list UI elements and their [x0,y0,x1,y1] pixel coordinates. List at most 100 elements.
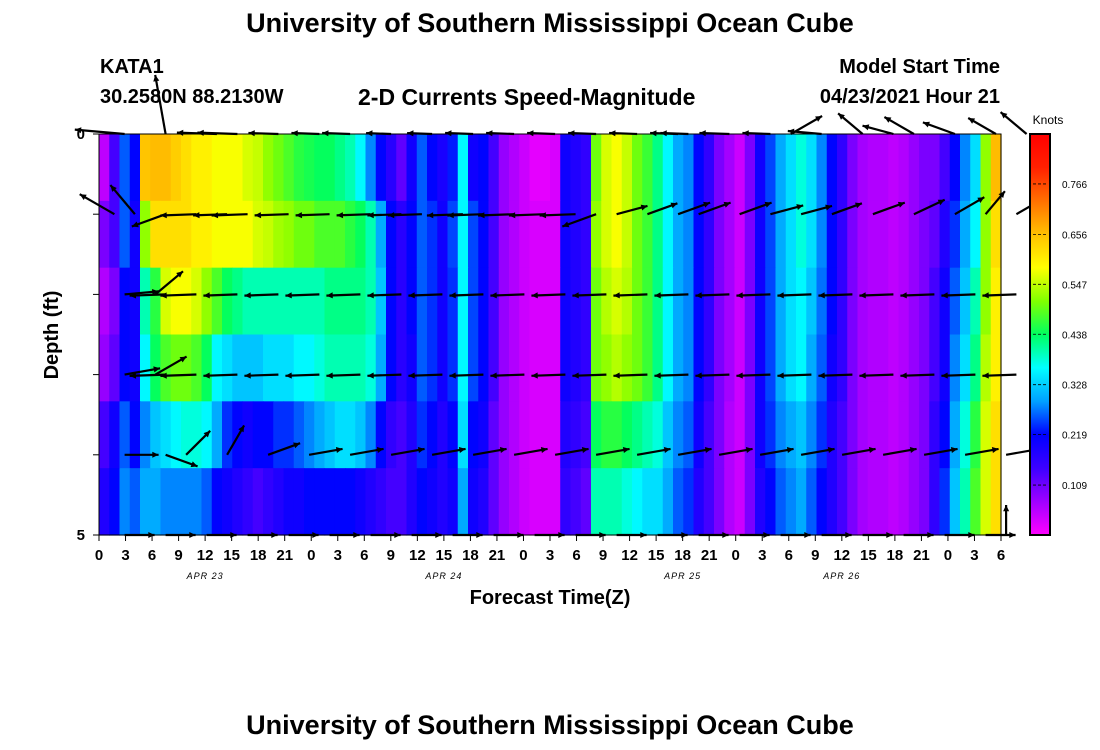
heat-cell [703,334,715,402]
heat-cell [437,200,449,269]
heat-cell [632,267,643,336]
heat-cell [611,200,623,269]
current-vector [349,447,384,456]
heat-cell [99,267,110,336]
heat-cell [375,334,387,402]
heat-cell [427,334,438,402]
heat-cell [416,401,428,469]
x-tick-label: 12 [409,547,426,564]
current-vector [922,121,956,136]
heat-cell [109,468,121,536]
heat-cell [919,200,930,269]
model-start-value: 04/23/2021 Hour 21 [819,86,1000,108]
heat-cell [283,200,295,269]
heat-cell [334,401,346,469]
heat-cell [847,468,859,536]
heat-cell [724,200,736,269]
current-vector [490,292,525,299]
current-vector [131,213,166,228]
heat-cell [293,401,305,469]
heat-cell [314,468,326,536]
heat-cell [529,401,541,469]
current-vector [160,212,197,219]
heat-cell [293,267,305,336]
heat-cell [601,267,613,336]
current-vector [408,372,443,379]
current-vector [531,372,566,379]
heat-cell [611,468,623,536]
heat-cell [765,334,777,402]
x-tick-label: 9 [599,547,607,564]
heat-cell [396,200,408,269]
heat-cell [539,134,551,202]
heat-cell [447,134,459,202]
heat-cell [662,401,674,469]
y-axis: 05 [77,126,99,544]
heat-cell [416,468,428,536]
heat-cell [211,334,223,402]
heat-cell [488,200,500,269]
heat-cell [837,134,848,202]
heat-cell [662,200,674,269]
current-vector [211,212,248,219]
heat-cell [304,468,315,536]
heat-cell [980,334,992,402]
heat-cell [468,200,479,269]
heat-cell [888,200,900,269]
heat-cell [714,267,725,336]
heat-cell [304,401,315,469]
x-tick-label: 0 [307,547,315,564]
x-tick-label: 0 [732,547,740,564]
heat-cell [816,401,828,469]
heat-cell [140,334,151,402]
heat-cell [99,134,110,202]
heat-cell [662,468,674,536]
heat-cell [990,200,1002,269]
heat-cell [201,334,213,402]
heat-cell [929,200,941,269]
heat-cell [324,267,336,336]
heat-cell [898,267,910,336]
current-vector [531,292,566,299]
heat-cell [406,401,418,469]
heat-cell [580,468,592,536]
heat-cell [806,468,818,536]
heat-cell [437,468,449,536]
heat-cell [642,334,654,402]
heat-cell [837,200,848,269]
heat-cell [519,401,531,469]
heat-cell [150,468,162,536]
current-vector [124,366,161,376]
heat-cell [273,334,285,402]
current-vector [900,372,935,379]
heat-cell [673,200,684,269]
heat-cell [970,468,982,536]
heat-cell [591,267,602,336]
heat-cell [304,200,315,269]
current-vector [554,447,589,456]
date-label: APR 23 [186,571,224,581]
heat-cell [755,468,766,536]
heat-cell [570,468,582,536]
heat-cell [109,334,121,402]
heat-cell [929,334,941,402]
current-vector [513,447,548,456]
heat-cell [375,134,387,202]
heat-cell [529,200,541,269]
x-tick-label: 6 [572,547,580,564]
heat-cell [621,267,633,336]
heat-cell [242,468,254,536]
heat-cell [365,200,377,269]
x-tick-label: 6 [997,547,1005,564]
current-vector [185,430,211,456]
current-vector [800,447,835,456]
heat-cell [222,468,233,536]
heat-cell [714,134,725,202]
heat-cell [99,334,110,402]
heat-cell [119,468,131,536]
heat-cell [293,334,305,402]
x-tick-label: 9 [174,547,182,564]
heat-cell [416,334,428,402]
heat-cell [283,134,295,202]
heat-cell [775,134,787,202]
